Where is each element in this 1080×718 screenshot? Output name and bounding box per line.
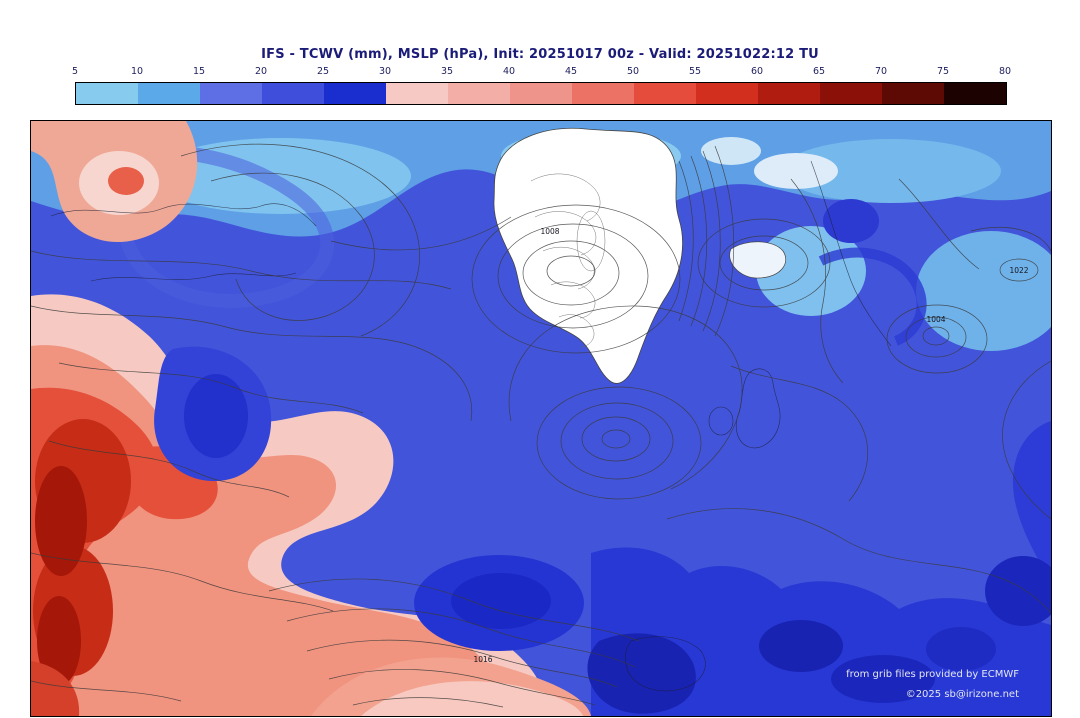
iceland xyxy=(729,241,787,279)
colorbar-tick-label: 25 xyxy=(316,66,330,77)
colorbar-segment xyxy=(262,83,324,104)
colorbar-gradient xyxy=(75,82,1007,105)
colorbar-tick-label: 70 xyxy=(874,66,888,77)
attribution-copyright: ©2025 sb@irizone.net xyxy=(906,689,1019,700)
map-frame: 1008 1022 1004 1016 from grib files prov… xyxy=(30,120,1052,717)
colorbar-tick-label: 45 xyxy=(564,66,578,77)
colorbar-segment xyxy=(944,83,1006,104)
colorbar-tick-label: 40 xyxy=(502,66,516,77)
colorbar-tick-label: 30 xyxy=(378,66,392,77)
greenland xyxy=(493,127,683,384)
landmasses xyxy=(493,127,787,384)
colorbar-segment xyxy=(882,83,944,104)
colorbar-tick-label: 35 xyxy=(440,66,454,77)
contour-label: 1004 xyxy=(926,315,945,324)
attribution: from grib files provided by ECMWF ©2025 … xyxy=(846,669,1019,700)
colorbar-segment xyxy=(386,83,448,104)
colorbar-segment xyxy=(696,83,758,104)
contour-label: 1016 xyxy=(473,655,492,664)
colorbar-segment xyxy=(324,83,386,104)
colorbar-tick-label: 65 xyxy=(812,66,826,77)
colorbar-segment xyxy=(634,83,696,104)
colorbar-tick-label: 5 xyxy=(71,66,79,77)
colorbar-tick-label: 20 xyxy=(254,66,268,77)
colorbar-tick-label: 55 xyxy=(688,66,702,77)
page-title: IFS - TCWV (mm), MSLP (hPa), Init: 20251… xyxy=(261,47,819,62)
colorbar-tick-label: 75 xyxy=(936,66,950,77)
colorbar-segment xyxy=(758,83,820,104)
attribution-source: from grib files provided by ECMWF xyxy=(846,669,1019,680)
colorbar-tick-label: 10 xyxy=(130,66,144,77)
colorbar-segment xyxy=(448,83,510,104)
contour-labels: 1008 1022 1004 1016 xyxy=(473,227,1028,664)
mslp-contours xyxy=(31,143,1051,708)
map-svg: 1008 1022 1004 1016 from grib files prov… xyxy=(31,121,1051,716)
contour-label: 1022 xyxy=(1009,266,1028,275)
colorbar-segment xyxy=(76,83,138,104)
colorbar-tick-label: 80 xyxy=(998,66,1012,77)
colorbar-tick-label: 60 xyxy=(750,66,764,77)
colorbar-segment xyxy=(572,83,634,104)
coastlines xyxy=(50,160,892,692)
colorbar-tick-label: 50 xyxy=(626,66,640,77)
colorbar-segment xyxy=(200,83,262,104)
greenland-topography xyxy=(530,173,606,348)
colorbar-ticks: 5 10 15 20 25 30 35 40 45 50 55 60 65 70 75 80 xyxy=(71,66,1011,80)
colorbar-segment xyxy=(510,83,572,104)
colorbar-segment xyxy=(138,83,200,104)
colorbar: 5 10 15 20 25 30 35 40 45 50 55 60 65 70 75 80 xyxy=(71,66,1011,105)
colorbar-segment xyxy=(820,83,882,104)
contour-label: 1008 xyxy=(540,227,559,236)
colorbar-tick-label: 15 xyxy=(192,66,206,77)
